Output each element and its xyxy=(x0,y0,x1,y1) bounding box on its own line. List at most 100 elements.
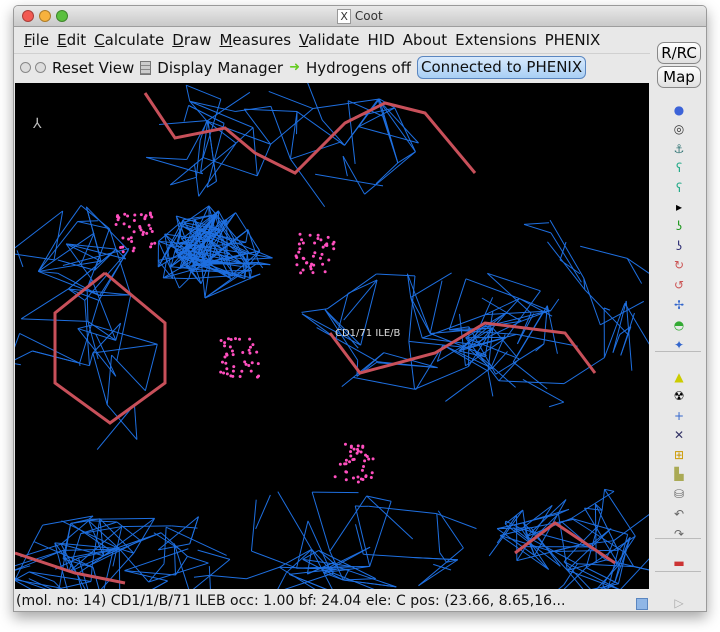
mesh-line xyxy=(115,322,122,341)
mesh-line xyxy=(279,548,312,568)
mesh-line xyxy=(38,270,58,274)
flag-icon[interactable]: ▬ xyxy=(673,556,685,570)
mesh-line xyxy=(173,543,190,589)
display-manager-button[interactable]: Display Manager xyxy=(157,58,284,77)
undo-icon[interactable]: ↶ xyxy=(673,507,685,521)
reset-view-button[interactable]: Reset View xyxy=(52,58,135,77)
add-atom-icon[interactable]: + xyxy=(673,409,685,423)
regularize-icon[interactable]: ʕ xyxy=(675,181,683,195)
mesh-line xyxy=(311,549,333,589)
rotamer-icon[interactable]: ʖ xyxy=(675,239,683,253)
mesh-line xyxy=(235,105,271,112)
mesh-line xyxy=(302,558,344,581)
mesh-line xyxy=(566,528,612,571)
centre-icon[interactable]: ◎ xyxy=(673,122,685,136)
hydrogens-off-button[interactable]: Hydrogens off xyxy=(305,58,412,77)
mesh-line xyxy=(173,543,177,576)
mesh-line xyxy=(408,275,416,342)
menu-item-hid[interactable]: HID xyxy=(364,28,399,52)
add-alt-conf-icon[interactable]: ⊞ xyxy=(673,448,685,462)
menu-item-validate[interactable]: Validate xyxy=(295,28,363,52)
mesh-line xyxy=(227,261,259,265)
mesh-line xyxy=(571,517,628,535)
menu-item-edit[interactable]: Edit xyxy=(53,28,90,52)
mesh-line xyxy=(171,525,198,529)
mesh-line xyxy=(458,313,466,366)
mesh-line xyxy=(306,549,313,575)
mesh-line xyxy=(307,520,330,568)
mutate-icon[interactable]: ◓ xyxy=(673,318,685,332)
back-icon[interactable] xyxy=(20,62,31,73)
auto-fit-icon[interactable]: ✦ xyxy=(673,338,685,352)
menu-item-file[interactable]: File xyxy=(20,28,53,52)
mesh-line xyxy=(550,298,560,312)
menu-mnemonic: M xyxy=(219,31,233,49)
zoom-button[interactable] xyxy=(56,10,68,22)
go-to-atom-icon[interactable]: ● xyxy=(673,103,685,117)
mesh-line xyxy=(38,232,95,272)
mesh-line xyxy=(208,205,250,254)
molecule-view[interactable]: ⅄ xyxy=(15,83,649,589)
menu-label: raw xyxy=(183,31,212,49)
mesh-line xyxy=(360,279,378,346)
mesh-line xyxy=(290,158,326,208)
mesh-line xyxy=(506,290,541,338)
redo-icon[interactable]: ↷ xyxy=(673,527,685,541)
mesh-line xyxy=(170,214,217,268)
menu-item-draw[interactable]: Draw xyxy=(168,28,215,52)
mesh-line xyxy=(95,333,117,377)
flip-peptide-icon[interactable]: ↺ xyxy=(673,278,685,292)
mesh-line xyxy=(179,219,196,269)
mesh-line xyxy=(587,528,612,548)
menu-item-phenix[interactable]: PHENIX xyxy=(541,28,605,52)
menu-item-extensions[interactable]: Extensions xyxy=(451,28,540,52)
minimize-button[interactable] xyxy=(39,10,51,22)
mesh-line xyxy=(37,221,78,272)
menu-label: easures xyxy=(232,31,292,49)
side-chain-180-icon[interactable]: ✢ xyxy=(673,298,685,312)
menu-bar: File Edit Calculate Draw Measures Validate HID… xyxy=(14,28,604,52)
mesh-line xyxy=(467,333,517,349)
rotate-translate-icon[interactable]: ⚓ xyxy=(673,142,685,156)
radiation-icon[interactable]: ☢ xyxy=(673,389,685,403)
mesh-line xyxy=(195,140,201,178)
mesh-line xyxy=(603,303,626,358)
mesh-line xyxy=(211,240,248,268)
rrc-button[interactable]: R/RC xyxy=(657,42,701,64)
add-terminal-icon[interactable]: ✕ xyxy=(673,428,685,442)
menu-item-calculate[interactable]: Calculate xyxy=(90,28,168,52)
menu-item-about[interactable]: About xyxy=(399,28,451,52)
mesh-line xyxy=(28,578,53,589)
torsion-icon[interactable]: ↻ xyxy=(673,258,685,272)
stop-icon[interactable] xyxy=(35,62,46,73)
mesh-line xyxy=(92,322,121,354)
add-water-icon[interactable]: ▲ xyxy=(674,370,684,384)
graphics-canvas[interactable]: ⅄ CD1/71 ILE/B xyxy=(15,83,649,589)
mesh-line xyxy=(484,311,494,357)
mesh-line xyxy=(355,524,364,555)
mesh-line xyxy=(170,176,197,186)
separator xyxy=(655,571,701,572)
mesh-line xyxy=(496,528,535,556)
mesh-line xyxy=(206,180,217,188)
mesh-line xyxy=(250,499,257,552)
expand-icon[interactable]: ▷ xyxy=(674,596,684,610)
mesh-line xyxy=(526,499,567,537)
mesh-line xyxy=(185,85,191,102)
real-space-refine-icon[interactable]: ʕ xyxy=(675,161,683,175)
map-button[interactable]: Map xyxy=(657,66,701,88)
mesh-line xyxy=(200,142,237,173)
more-icon[interactable]: ▸ xyxy=(675,200,683,214)
delete-icon[interactable]: ⛁ xyxy=(673,487,685,501)
mesh-line xyxy=(77,221,110,230)
mesh-line xyxy=(559,241,567,261)
mesh-line xyxy=(80,521,118,535)
close-button[interactable] xyxy=(22,10,34,22)
menu-item-measures[interactable]: Measures xyxy=(215,28,295,52)
stamp-icon[interactable]: ▙ xyxy=(674,467,684,481)
rigid-body-fit-icon[interactable]: ʖ xyxy=(675,219,683,233)
mesh-line xyxy=(624,302,649,345)
mesh-line xyxy=(347,100,383,117)
connected-to-phenix-button[interactable]: Connected to PHENIX xyxy=(417,56,587,79)
mesh-line xyxy=(514,528,522,531)
